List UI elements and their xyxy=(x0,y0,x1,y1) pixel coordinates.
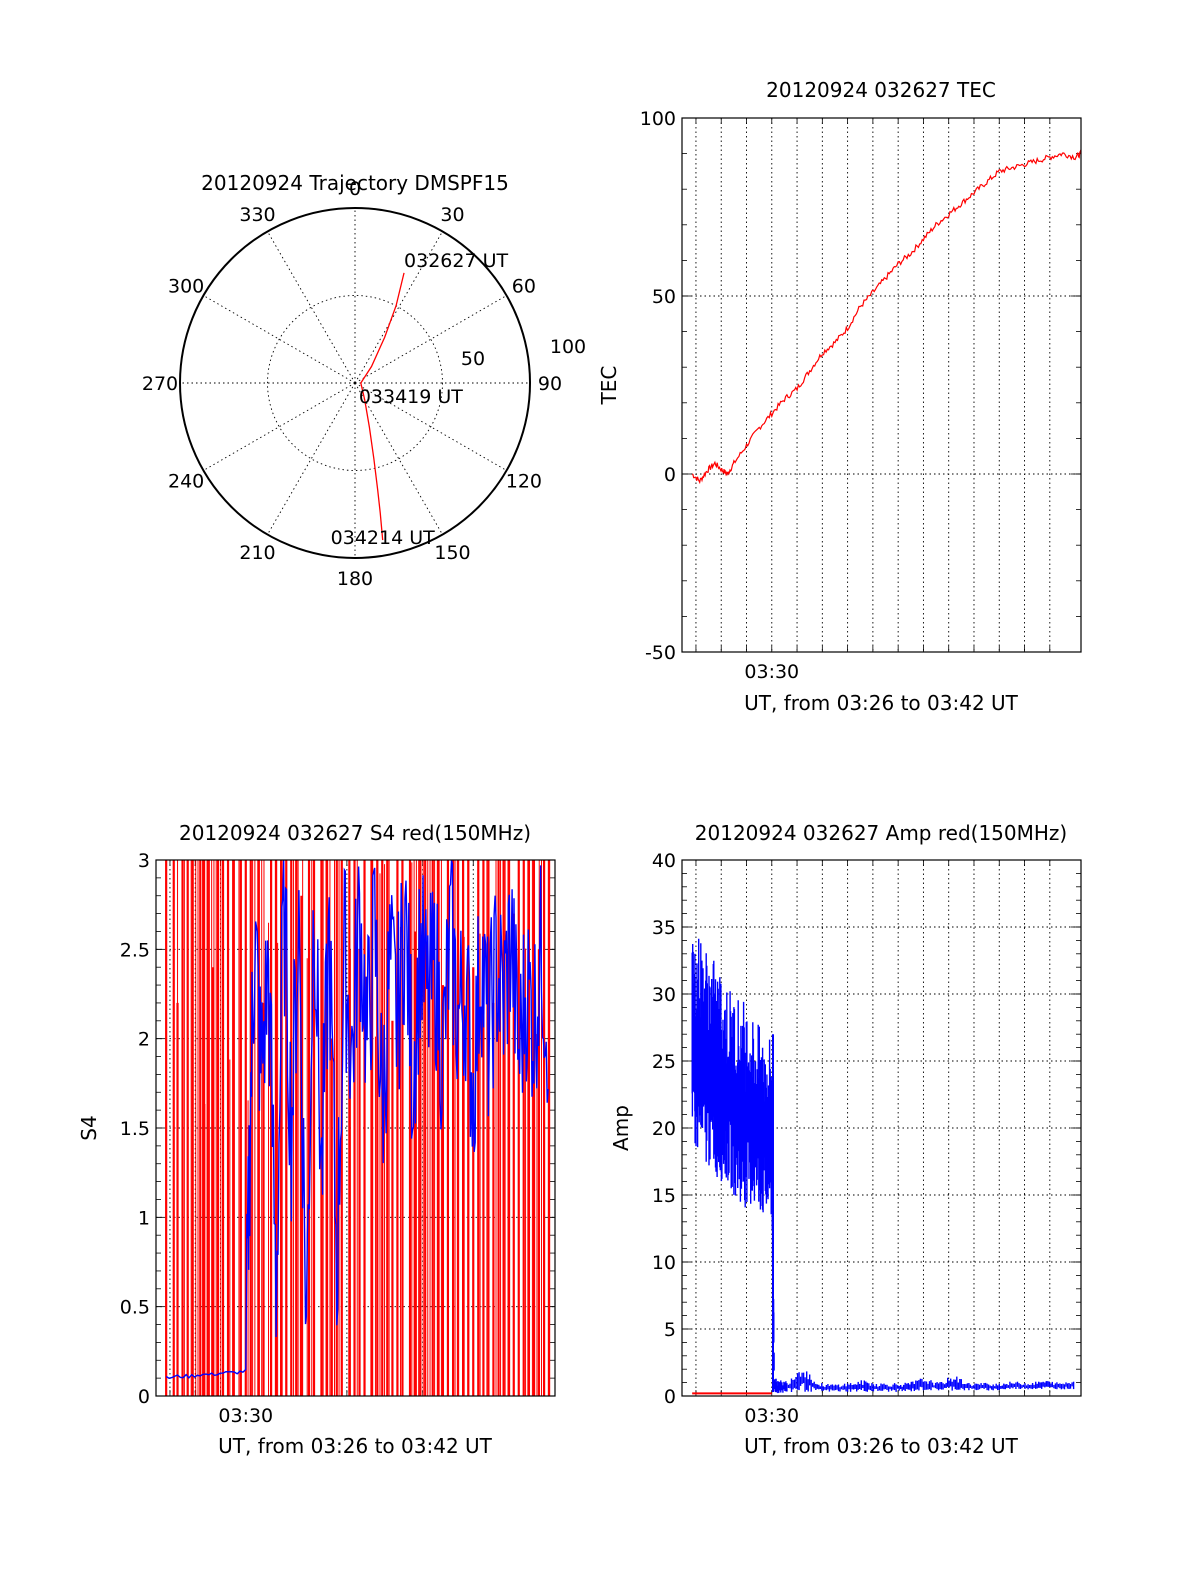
y-tick-label: 35 xyxy=(652,917,676,939)
y-tick-label: 50 xyxy=(652,286,676,308)
polar-angle-label: 90 xyxy=(538,373,562,395)
tec-plot: 20120924 032627 TEC TEC UT, from 03:26 t… xyxy=(597,78,1082,715)
y-tick-label: 25 xyxy=(652,1051,676,1073)
polar-inner-ring xyxy=(267,295,443,471)
y-tick-label: 0 xyxy=(138,1386,150,1408)
polar-angle-label: 330 xyxy=(239,204,275,226)
trajectory-line xyxy=(360,272,405,541)
tec-xlabel: UT, from 03:26 to 03:42 UT xyxy=(744,691,1019,715)
polar-angle-label: 0 xyxy=(349,178,361,200)
polar-radial-label: 100 xyxy=(550,336,586,358)
polar-angle-label: 300 xyxy=(168,276,204,298)
y-tick-label: 20 xyxy=(652,1118,676,1140)
tec-series-line xyxy=(691,149,1082,485)
polar-angle-label: 240 xyxy=(168,471,204,493)
polar-angle-label: 30 xyxy=(440,204,464,226)
amp-ylabel: Amp xyxy=(609,1105,633,1151)
amp-plot: 20120924 032627 Amp red(150MHz) Amp UT, … xyxy=(609,821,1082,1458)
polar-spoke xyxy=(203,382,356,471)
y-tick-label: 40 xyxy=(652,850,676,872)
polar-angle-label: 60 xyxy=(512,276,536,298)
s4-title: 20120924 032627 S4 red(150MHz) xyxy=(179,821,531,845)
plot-frame xyxy=(681,859,1082,1397)
polar-radial-label: 50 xyxy=(461,348,485,370)
polar-outer-ring xyxy=(179,207,531,559)
y-tick-label: 15 xyxy=(652,1185,676,1207)
polar-spoke xyxy=(267,382,356,535)
polar-angle-label: 120 xyxy=(506,471,542,493)
trajectory-time-label: 033419 UT xyxy=(359,386,463,408)
x-tick-label: 03:30 xyxy=(744,661,799,683)
trajectory-title: 20120924 Trajectory DMSPF15 xyxy=(201,171,509,195)
y-tick-label: 30 xyxy=(652,984,676,1006)
s4-blue-series xyxy=(165,859,549,1379)
y-tick-label: 2 xyxy=(138,1029,150,1051)
plot-frame xyxy=(155,859,556,1397)
y-tick-label: 0 xyxy=(664,464,676,486)
amp-xlabel: UT, from 03:26 to 03:42 UT xyxy=(744,1434,1019,1458)
y-tick-label: -50 xyxy=(645,642,676,664)
polar-angle-label: 180 xyxy=(337,568,373,590)
polar-angle-label: 150 xyxy=(434,542,470,564)
y-tick-label: 0 xyxy=(664,1386,676,1408)
y-tick-label: 100 xyxy=(640,108,676,130)
y-tick-label: 5 xyxy=(664,1319,676,1341)
y-tick-label: 2.5 xyxy=(120,939,150,961)
s4-plot: 20120924 032627 S4 red(150MHz) S4 UT, fr… xyxy=(77,821,556,1458)
y-tick-label: 3 xyxy=(138,850,150,872)
polar-angle-label: 270 xyxy=(142,373,178,395)
amp-title: 20120924 032627 Amp red(150MHz) xyxy=(695,821,1067,845)
trajectory-polar-plot: 20120924 Trajectory DMSPF15 0 30 60 90 120 15… xyxy=(142,171,586,590)
y-tick-label: 0.5 xyxy=(120,1297,150,1319)
tec-title: 20120924 032627 TEC xyxy=(766,78,996,102)
y-tick-label: 1 xyxy=(138,1207,150,1229)
s4-ylabel: S4 xyxy=(77,1115,101,1140)
x-tick-label: 03:30 xyxy=(218,1405,273,1427)
x-tick-label: 03:30 xyxy=(744,1405,799,1427)
trajectory-time-label: 032627 UT xyxy=(404,250,508,272)
polar-angle-label: 210 xyxy=(239,542,275,564)
y-tick-label: 1.5 xyxy=(120,1118,150,1140)
y-tick-label: 10 xyxy=(652,1252,676,1274)
tec-ylabel: TEC xyxy=(597,366,621,406)
s4-xlabel: UT, from 03:26 to 03:42 UT xyxy=(218,1434,493,1458)
plot-frame xyxy=(681,117,1082,653)
trajectory-time-label: 034214 UT xyxy=(331,527,435,549)
